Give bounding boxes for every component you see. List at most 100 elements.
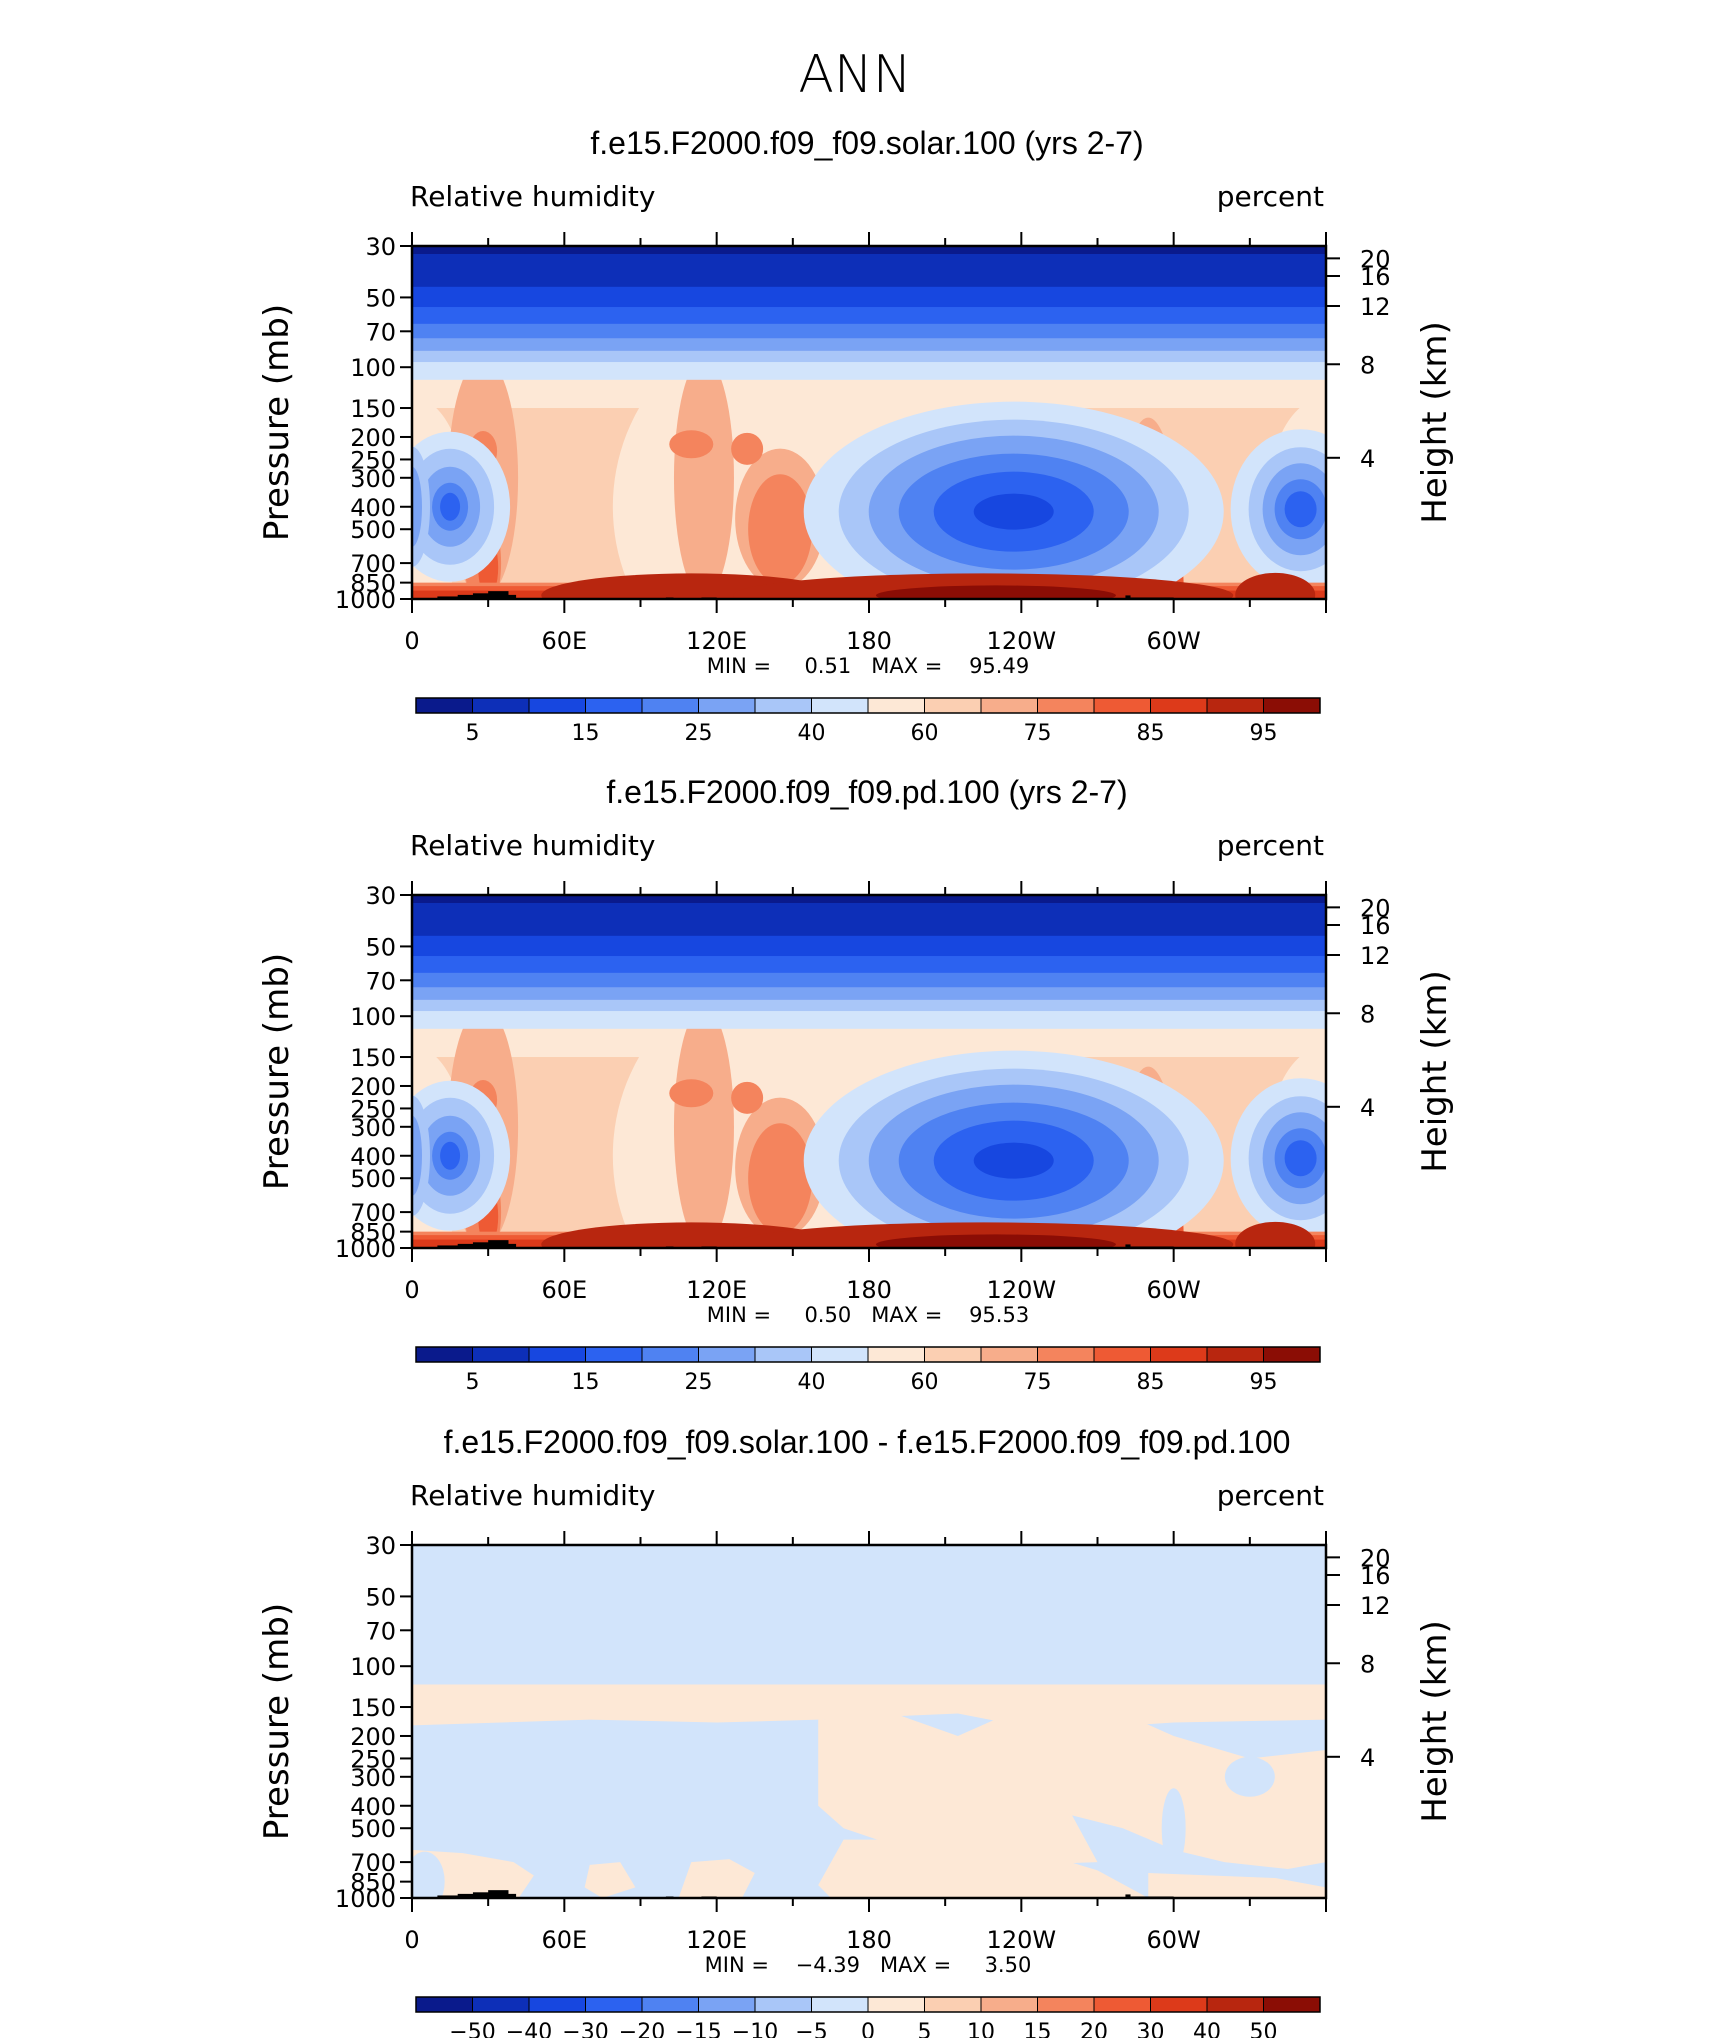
- y-tick-label: 200: [350, 424, 396, 452]
- colorbar-frame: [415, 1346, 1321, 1363]
- strat-band: [412, 972, 1326, 991]
- field-name-label: Relative humidity: [410, 1479, 655, 1512]
- y-tick-label: 200: [350, 1723, 396, 1751]
- x-tick-label: 60W: [1147, 1276, 1201, 1304]
- strat-band: [412, 350, 1326, 366]
- colorbar-box: [472, 1346, 530, 1363]
- colorbar-box: [698, 1996, 756, 2013]
- y-tick-label: 500: [350, 1815, 396, 1843]
- dry-region: [1284, 491, 1317, 528]
- colorbar-box: [1093, 1346, 1151, 1363]
- chart-panel-2: f.e15.F2000.f09_f09.pd.100 (yrs 2-7) Rela…: [257, 774, 1455, 1395]
- colorbar-label: 5: [466, 1370, 480, 1395]
- y-right-tick-label: 12: [1360, 1592, 1391, 1620]
- colorbar-box: [585, 1346, 643, 1363]
- strat-band: [412, 338, 1326, 354]
- strat-band: [412, 935, 1326, 960]
- strat-band: [412, 987, 1326, 1003]
- y-right-axis-title: Height (km): [1415, 321, 1455, 524]
- field-name-label: Relative humidity: [410, 829, 655, 862]
- positive-region: [818, 1839, 1149, 1898]
- x-tick-label: 0: [404, 1926, 419, 1954]
- y-right-axis-title: Height (km): [1415, 1620, 1455, 1823]
- y-right-tick-label: 20: [1360, 245, 1391, 273]
- y-tick-label: 30: [365, 1532, 396, 1560]
- strat-band: [412, 362, 1326, 380]
- field-region: [731, 432, 764, 465]
- colorbar-box: [1206, 1346, 1264, 1363]
- colorbar-label: 40: [798, 1370, 826, 1395]
- topography: [437, 1895, 463, 1898]
- panel-title: f.e15.F2000.f09_f09.pd.100 (yrs 2-7): [606, 774, 1127, 810]
- x-tick-label: 180: [846, 1276, 892, 1304]
- min-max-stats: MIN = 0.51 MAX = 95.49: [707, 654, 1029, 678]
- y-tick-label: 700: [350, 550, 396, 578]
- colorbar-box: [641, 1346, 699, 1363]
- topography: [488, 591, 509, 599]
- colorbar-box: [1037, 1346, 1095, 1363]
- field-region: [748, 1123, 813, 1234]
- y-tick-label: 50: [365, 933, 396, 961]
- colorbar-box: [698, 1346, 756, 1363]
- y-axis-title: Pressure (mb): [257, 304, 297, 541]
- colorbar-label: 40: [798, 721, 826, 746]
- colorbar-box: [585, 697, 643, 714]
- x-tick-label: 180: [846, 627, 892, 655]
- colorbar-label: 40: [1193, 2020, 1221, 2038]
- panel-title: f.e15.F2000.f09_f09.solar.100 (yrs 2-7): [590, 125, 1143, 161]
- x-tick-label: 120E: [686, 1926, 747, 1954]
- colorbar-label: −10: [732, 2020, 778, 2038]
- colorbar-box: [1037, 1996, 1095, 2013]
- x-tick-label: 120W: [987, 1276, 1057, 1304]
- colorbar-box: [924, 1346, 982, 1363]
- y-tick-label: 400: [350, 494, 396, 522]
- topography: [472, 1892, 499, 1898]
- topography: [457, 594, 479, 599]
- x-tick-label: 60E: [541, 1276, 587, 1304]
- figure-title: ANN: [798, 45, 911, 105]
- y-tick-label: 850: [350, 1219, 396, 1247]
- colorbar-box: [415, 1346, 473, 1363]
- y-tick-label: 250: [350, 1095, 396, 1123]
- panel-title: f.e15.F2000.f09_f09.solar.100 - f.e15.F2…: [444, 1424, 1291, 1460]
- bl-band: [875, 1234, 1116, 1248]
- bl-band: [1235, 1221, 1316, 1248]
- y-right-tick-label: 20: [1360, 894, 1391, 922]
- y-tick-label: 150: [350, 395, 396, 423]
- y-right-tick-label: 16: [1360, 912, 1391, 940]
- colorbar-label: 75: [1024, 721, 1052, 746]
- y-right-tick-label: 8: [1360, 1000, 1375, 1028]
- y-tick-label: 700: [350, 1849, 396, 1877]
- y-right-tick-label: 4: [1360, 1744, 1375, 1772]
- colorbar-label: −50: [449, 2020, 495, 2038]
- colorbar-box: [528, 1996, 586, 2013]
- topography: [488, 1890, 509, 1898]
- y-tick-label: 150: [350, 1044, 396, 1072]
- colorbar-label: 75: [1024, 1370, 1052, 1395]
- y-tick-label: 70: [365, 967, 396, 995]
- colorbar-box: [811, 1996, 869, 2013]
- topography: [1125, 1244, 1131, 1248]
- y-tick-label: 200: [350, 1073, 396, 1101]
- colorbar-label: 10: [967, 2020, 995, 2038]
- colorbar-box: [1037, 697, 1095, 714]
- y-tick-label: 300: [350, 1114, 396, 1142]
- y-tick-label: 300: [350, 465, 396, 493]
- topography: [1125, 1894, 1131, 1898]
- y-tick-label: 250: [350, 446, 396, 474]
- colorbar-label: 85: [1137, 721, 1165, 746]
- dry-region: [1284, 1140, 1317, 1177]
- strat-band: [412, 286, 1326, 311]
- x-tick-label: 0: [404, 627, 419, 655]
- y-tick-label: 250: [350, 1745, 396, 1773]
- y-tick-label: 50: [365, 1583, 396, 1611]
- units-label: percent: [1217, 1479, 1324, 1512]
- colorbar-box: [698, 697, 756, 714]
- y-tick-label: 30: [365, 233, 396, 261]
- colorbar-label: −20: [619, 2020, 665, 2038]
- dry-region: [440, 1141, 461, 1170]
- topography: [503, 1243, 517, 1248]
- dry-region: [973, 493, 1054, 530]
- x-tick-label: 120W: [987, 627, 1057, 655]
